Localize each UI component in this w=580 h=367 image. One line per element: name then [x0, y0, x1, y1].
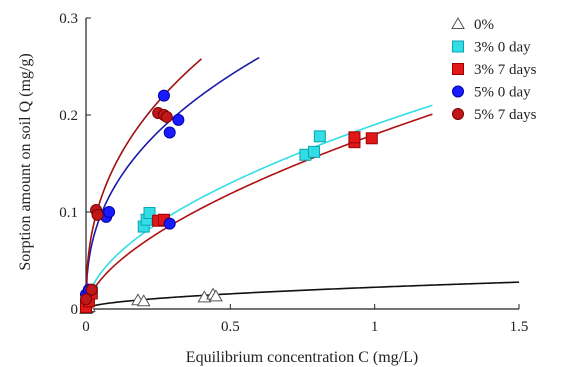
point-s4-1	[85, 283, 98, 296]
point-s3-5	[163, 126, 176, 139]
point-s4-6	[160, 110, 173, 123]
plot-area: 0 0.5 1 1.5 0 0.1 0.2 0.3	[59, 11, 528, 335]
point-s3-7	[163, 217, 176, 230]
legend-marker-4	[452, 108, 464, 120]
fit-curve-2	[85, 113, 433, 310]
point-s1-8	[313, 130, 326, 143]
point-s2-7	[365, 132, 378, 145]
legend-label-1: 3% 0 day	[474, 40, 531, 56]
legend-label-0: 0%	[474, 17, 494, 33]
x-tick-label-2: 1	[371, 319, 379, 335]
x-tick-label-1: 0.5	[221, 319, 240, 335]
point-s0-4	[136, 294, 151, 307]
point-s3-6	[172, 113, 185, 126]
legend: 0% 3% 0 day 3% 7 days 5% 0 day 5% 7 days	[451, 16, 537, 123]
point-s4-3	[91, 208, 104, 221]
point-s1-7	[308, 145, 321, 158]
x-ticks: 0 0.5 1 1.5	[82, 304, 528, 335]
x-tick-label-3: 1.5	[510, 319, 529, 335]
fit-curve-1	[85, 104, 433, 310]
point-s3-3	[103, 206, 116, 218]
point-s2-6	[348, 131, 361, 144]
legend-marker-1	[452, 40, 464, 53]
legend-label-4: 5% 7 days	[474, 107, 537, 123]
data-points	[79, 89, 378, 314]
y-axis-label: Sorption amount on soil Q (mg/g)	[17, 53, 34, 270]
x-tick-label-0: 0	[82, 319, 90, 335]
point-s1-5	[143, 206, 156, 219]
legend-label-3: 5% 0 day	[474, 85, 531, 101]
legend-marker-2	[452, 63, 464, 75]
y-tick-label-2: 0.2	[59, 108, 78, 124]
y-tick-label-1: 0.1	[59, 205, 78, 221]
legend-label-2: 3% 7 days	[474, 62, 537, 78]
fit-curve-4	[85, 58, 202, 310]
fit-curve-0	[85, 281, 520, 310]
fit-curve-3	[85, 56, 260, 310]
point-s4-0	[80, 293, 92, 306]
y-ticks: 0 0.1 0.2 0.3	[59, 11, 91, 318]
legend-marker-3	[452, 85, 464, 98]
point-s0-7	[209, 289, 223, 302]
legend-marker-0	[451, 16, 465, 29]
y-tick-label-3: 0.3	[59, 11, 78, 27]
y-tick-label-0: 0	[71, 302, 79, 318]
x-axis-label: Equilibrium concentration C (mg/L)	[186, 349, 418, 366]
point-s3-4	[157, 89, 170, 102]
